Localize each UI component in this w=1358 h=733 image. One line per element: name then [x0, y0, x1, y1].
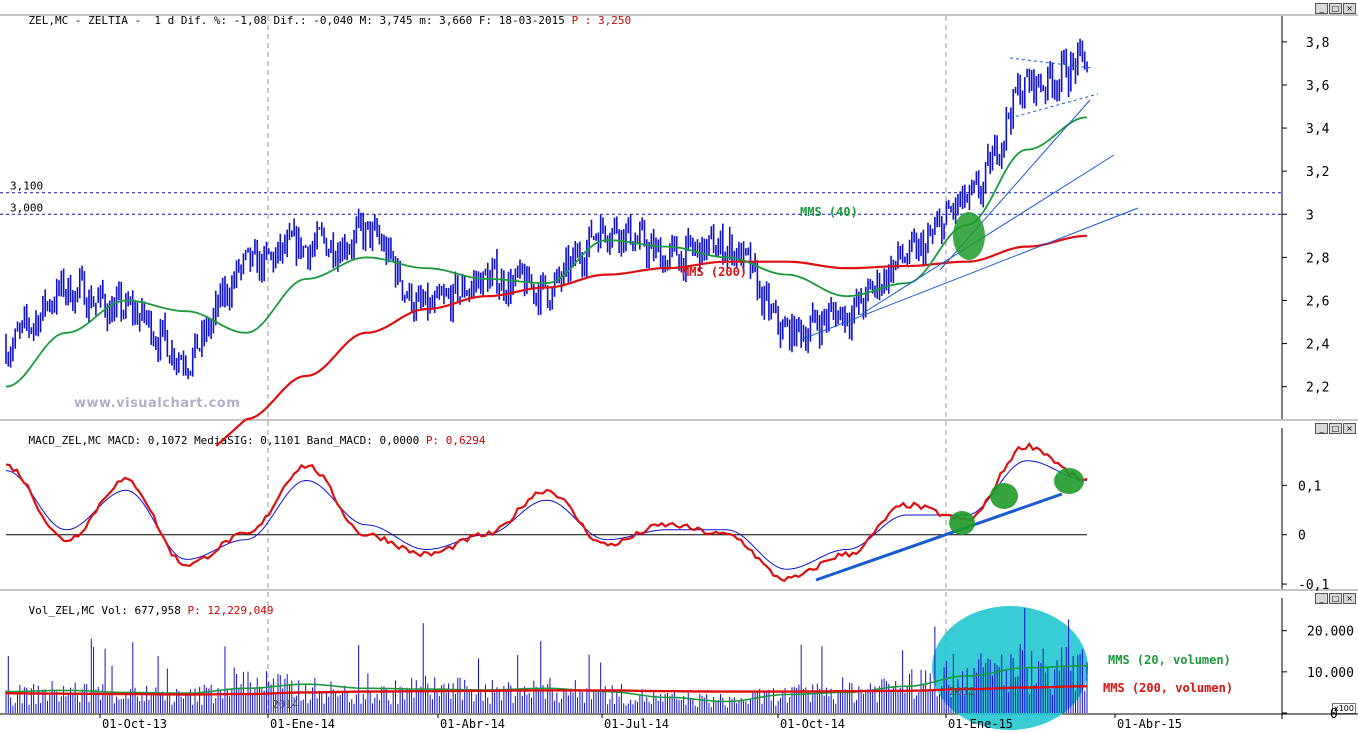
trendline — [799, 207, 1139, 341]
vol-window-buttons: _ □ × — [1315, 593, 1356, 604]
year-marker: 2015 — [949, 685, 976, 698]
x-tick-label: 01-Abr-15 — [1117, 717, 1182, 731]
minimize-icon[interactable]: _ — [1315, 3, 1328, 14]
y-tick-label: 2,4 — [1306, 338, 1330, 353]
x-tick-label: 01-Jul-14 — [604, 717, 669, 731]
close-icon[interactable]: × — [1343, 3, 1356, 14]
vol-header-p: P: 12,229,049 — [187, 604, 274, 617]
mms40-label: MMS (40) — [800, 205, 858, 219]
x-tick-label: 01-Abr-14 — [440, 717, 505, 731]
y-tick-label: 3,6 — [1306, 79, 1329, 94]
macd-highlight-circle — [990, 483, 1018, 509]
close-icon[interactable]: × — [1343, 423, 1356, 434]
level-label: 3,100 — [10, 180, 43, 193]
macd-header: MACD_ZEL,MC MACD: 0,1072 MediaSIG: 0,110… — [2, 421, 486, 460]
price-header: ZEL,MC - ZELTIA - 1 d Dif. %: -1,08 Dif.… — [2, 1, 632, 40]
mms200-line — [215, 234, 1088, 447]
vol-mms200-line — [6, 685, 1087, 696]
y-tick-label: 0,1 — [1298, 479, 1321, 494]
macd-highlight-circle — [1054, 468, 1084, 494]
x-tick-label: 01-Oct-13 — [102, 717, 167, 731]
price-header-p: P : 3,250 — [571, 14, 632, 27]
macd-trendline — [815, 492, 1063, 582]
x-tick-label: 01-Ene-14 — [270, 717, 335, 731]
y-tick-label: 3,4 — [1306, 122, 1330, 137]
maximize-icon[interactable]: □ — [1329, 423, 1342, 434]
price-panel: ZEL,MC - ZELTIA - 1 d Dif. %: -1,08 Dif.… — [2, 1, 1356, 40]
y-tick-label: 0 — [1298, 529, 1306, 544]
macd-window-buttons: _ □ × — [1315, 423, 1356, 434]
price-header-text: ZEL,MC - ZELTIA - 1 d Dif. %: -1,08 Dif.… — [28, 14, 565, 27]
highlight-ellipse — [953, 212, 985, 260]
y-tick-label: 0 — [1330, 707, 1338, 722]
macd-signal-line — [5, 460, 1088, 570]
macd-line — [5, 441, 1088, 583]
level-label: 3,000 — [10, 201, 43, 214]
maximize-icon[interactable]: □ — [1329, 593, 1342, 604]
y-tick-label: 2,8 — [1306, 251, 1329, 266]
maximize-icon[interactable]: □ — [1329, 3, 1342, 14]
macd-header-p: P: 0,6294 — [425, 434, 486, 447]
vol-mms20-label: MMS (20, volumen) — [1108, 653, 1231, 667]
price-window-buttons: _ □ × — [1315, 3, 1356, 14]
macd-highlight-circle — [949, 511, 975, 535]
mms200-label: MMS (200) — [682, 265, 747, 279]
trendline — [859, 154, 1115, 316]
macd-header-text: MACD_ZEL,MC MACD: 0,1072 MediaSIG: 0,110… — [28, 434, 420, 447]
vol-mms20-line — [6, 664, 1087, 703]
y-tick-label: 3,2 — [1306, 165, 1329, 180]
y-tick-label: 3 — [1306, 208, 1314, 223]
minimize-icon[interactable]: _ — [1315, 593, 1328, 604]
y-tick-label: 2,6 — [1306, 294, 1329, 309]
y-tick-label: 10.000 — [1307, 666, 1354, 681]
macd-panel: MACD_ZEL,MC MACD: 0,1072 MediaSIG: 0,110… — [0, 420, 1358, 590]
mms40-line — [5, 116, 1088, 388]
vol-header-text: Vol_ZEL,MC Vol: 677,958 — [28, 604, 181, 617]
watermark: www.visualchart.com — [74, 396, 241, 411]
x-tick-label: 01-Oct-14 — [780, 717, 845, 731]
y-tick-label: -0,1 — [1298, 578, 1329, 593]
minimize-icon[interactable]: _ — [1315, 423, 1328, 434]
y-tick-label: 20.000 — [1307, 625, 1354, 640]
volume-panel: Vol_ZEL,MC Vol: 677,958 P: 12,229,049 _ … — [0, 590, 1358, 733]
close-icon[interactable]: × — [1343, 593, 1356, 604]
y-tick-label: 3,8 — [1306, 36, 1329, 51]
vol-mms200-label: MMS (200, volumen) — [1103, 681, 1233, 695]
triangle-line — [1009, 57, 1093, 69]
year-marker: 2014 — [272, 698, 299, 711]
x-tick-label: 01-Ene-15 — [948, 717, 1013, 731]
volume-highlight-ellipse — [932, 606, 1088, 730]
y-tick-label: 2,2 — [1306, 381, 1329, 396]
vol-header: Vol_ZEL,MC Vol: 677,958 P: 12,229,049 — [2, 591, 274, 630]
